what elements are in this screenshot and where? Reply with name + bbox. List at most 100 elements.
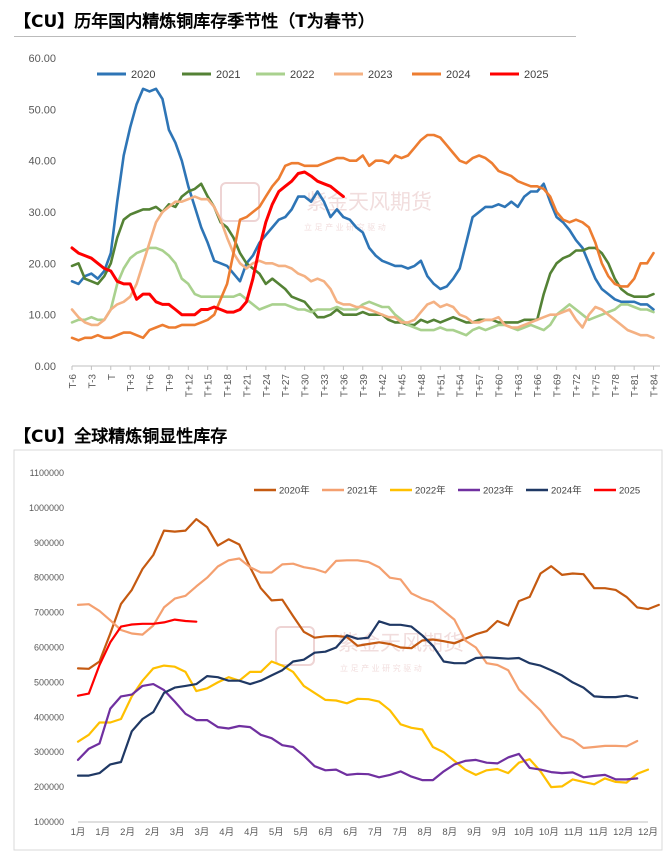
chart1-y-tick: 50.00 <box>28 104 56 116</box>
chart2-x-tick: 10月 <box>539 827 559 838</box>
chart1-legend-label: 2022 <box>290 69 314 81</box>
chart1-title: 【CU】历年国内精炼铜库存季节性（T为春节） <box>14 12 375 32</box>
chart1-y-tick: 60.00 <box>28 53 56 65</box>
chart2-series-2023年 <box>76 683 639 782</box>
chart1-x-tick: T+54 <box>456 374 467 398</box>
chart2-series-2025 <box>76 618 198 697</box>
chart2-x-tick: 7月 <box>393 827 408 838</box>
chart1-x-tick: T+21 <box>242 374 253 398</box>
chart2-x-tick: 8月 <box>442 827 457 838</box>
chart1-y-tick: 0.00 <box>35 361 56 373</box>
chart2-frame <box>13 449 663 851</box>
chart1-x-tick: T-6 <box>68 374 79 389</box>
chart1-x-tick: T+60 <box>494 374 505 398</box>
chart1-x-tick: T+63 <box>514 374 525 398</box>
chart2-legend-label: 2020年 <box>279 485 310 497</box>
chart2-y-tick: 700000 <box>34 608 64 618</box>
chart2-y-tick: 1100000 <box>30 468 64 478</box>
chart1-x-tick: T+48 <box>417 374 428 398</box>
chart2-series-2021年 <box>76 557 639 750</box>
chart1-svg: 紫金天风期货 立 足 产 业 研 究 驱 动 0.0010.0020.0030.… <box>28 53 661 398</box>
chart2-x-tick: 2月 <box>120 827 135 838</box>
chart2-x-tick: 10月 <box>514 827 534 838</box>
chart2-y-tick: 1000000 <box>29 503 64 513</box>
chart1-x-tick: T+57 <box>475 374 486 398</box>
chart1-x-tick: T+42 <box>378 374 389 398</box>
chart1-x-tick: T <box>107 374 118 380</box>
chart2-x-tick: 6月 <box>318 827 333 838</box>
chart2-y-tick: 900000 <box>34 538 64 548</box>
chart2-legend-label: 2021年 <box>347 485 378 497</box>
chart1-x-tick: T+78 <box>611 374 622 398</box>
chart2-y-tick: 300000 <box>34 747 64 757</box>
chart1-legend-label: 2025 <box>524 69 548 81</box>
chart2-y-tick: 600000 <box>34 643 64 653</box>
chart1-y-tick: 20.00 <box>28 258 56 270</box>
chart1-watermark-sub: 立 足 产 业 研 究 驱 动 <box>304 222 386 232</box>
chart2-series-2024年 <box>76 620 639 777</box>
chart1-legend-label: 2021 <box>216 69 240 81</box>
chart1-x-tick: T+45 <box>398 374 409 398</box>
chart1-series-2025 <box>70 170 345 317</box>
chart1-title-underline <box>14 36 576 37</box>
chart1-x-tick: T+27 <box>281 374 292 398</box>
chart2-y-tick: 500000 <box>34 677 64 687</box>
chart1-y-tick: 10.00 <box>28 310 56 322</box>
chart2-y-tick: 400000 <box>34 712 64 722</box>
chart1-legend-label: 2023 <box>368 69 392 81</box>
chart2-legend-label: 2022年 <box>415 485 446 497</box>
chart2-x-tick: 1月 <box>71 827 86 838</box>
chart2-x-tick: 1月 <box>95 827 110 838</box>
chart1-series-2021 <box>70 182 655 327</box>
chart2-title: 【CU】全球精炼铜显性库存 <box>14 427 228 447</box>
chart2-x-tick: 3月 <box>170 827 185 838</box>
chart2-legend-label: 2023年 <box>483 485 514 497</box>
chart2-x-tick: 12月 <box>638 827 658 838</box>
chart1-x-tick: T+15 <box>204 374 215 398</box>
chart2-x-tick: 4月 <box>244 827 259 838</box>
chart2-x-tick: 11月 <box>564 827 583 838</box>
chart1-x-tick: T+3 <box>126 374 137 392</box>
chart2-x-tick: 5月 <box>269 827 284 838</box>
chart1-x-tick: T+75 <box>591 374 602 398</box>
chart2-watermark: 紫金天风期货 立 足 产 业 研 究 驱 动 <box>275 626 464 673</box>
chart2-x-tick: 9月 <box>467 827 482 838</box>
chart2-x-tick: 3月 <box>195 827 210 838</box>
chart1-legend-label: 2020 <box>131 69 155 81</box>
chart1-x-tick: T+72 <box>572 374 583 398</box>
chart1-series-2024 <box>70 133 655 342</box>
chart1-x-tick: T+30 <box>301 374 312 398</box>
chart1-legend-label: 2024 <box>446 69 470 81</box>
chart1-x-tick: T+39 <box>359 374 370 398</box>
chart2-x-tick: 5月 <box>294 827 309 838</box>
chart2-x-tick: 9月 <box>492 827 507 838</box>
chart1-x-tick: T+84 <box>650 374 661 398</box>
chart2-y-tick: 100000 <box>34 817 64 827</box>
chart2-legend-label: 2025 <box>619 486 640 497</box>
chart2-x-tick: 7月 <box>368 827 383 838</box>
chart2-x-tick: 6月 <box>343 827 358 838</box>
chart1-x-tick: T+6 <box>146 374 157 392</box>
chart1-x-tick: T+69 <box>553 374 564 398</box>
chart1-x-tick: T+81 <box>630 374 641 398</box>
chart2-watermark-sub: 立 足 产 业 研 究 驱 动 <box>340 663 422 673</box>
chart1-x-tick: T+33 <box>320 374 331 398</box>
chart2-x-tick: 2月 <box>145 827 160 838</box>
chart1-x-tick: T+9 <box>165 374 176 392</box>
chart1-x-tick: T+51 <box>436 374 447 398</box>
chart2-x-tick: 8月 <box>418 827 433 838</box>
chart2-y-tick: 200000 <box>34 782 64 792</box>
chart1-x-tick: T+36 <box>339 374 350 398</box>
chart2-series-2020年 <box>76 518 660 670</box>
chart1-x-tick: T-3 <box>87 374 98 389</box>
chart1-x-tick: T+18 <box>223 374 234 398</box>
chart2-x-tick: 11月 <box>589 827 608 838</box>
chart2-y-tick: 800000 <box>34 573 64 583</box>
chart2-x-tick: 12月 <box>613 827 633 838</box>
chart1-x-tick: T+66 <box>533 374 544 398</box>
chart1-series-2020 <box>70 87 655 311</box>
chart1-x-tick: T+24 <box>262 374 273 398</box>
chart2-legend-label: 2024年 <box>551 485 582 497</box>
chart2-x-tick: 4月 <box>219 827 234 838</box>
